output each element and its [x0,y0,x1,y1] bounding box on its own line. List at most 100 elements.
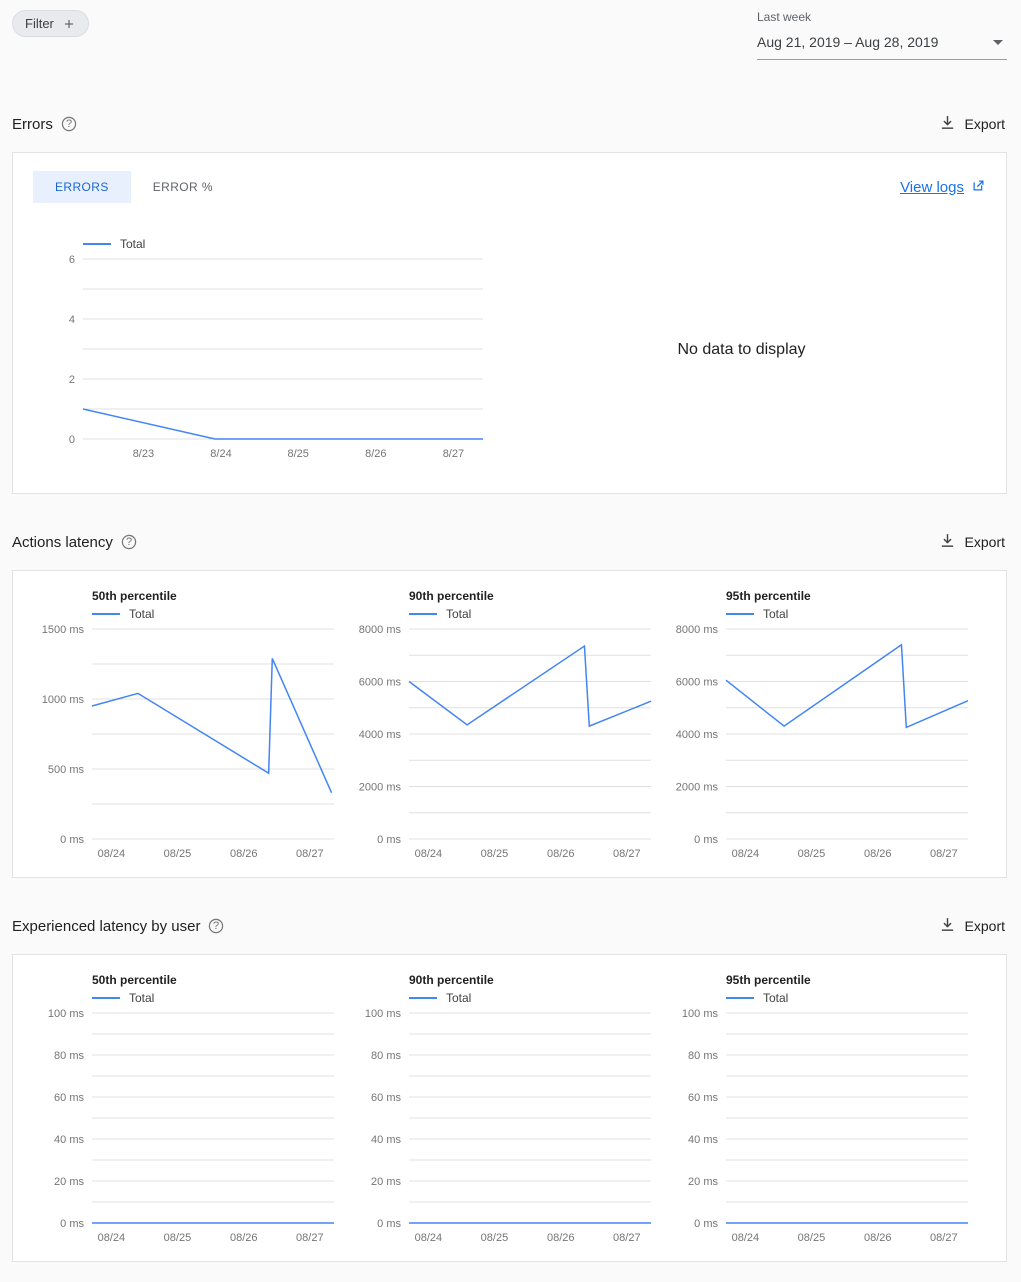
filter-chip[interactable]: Filter [12,10,89,37]
svg-text:6000 ms: 6000 ms [676,677,719,689]
external-link-icon [971,178,986,197]
svg-text:08/26: 08/26 [864,1232,892,1244]
svg-text:08/24: 08/24 [98,848,126,860]
view-logs-label: View logs [900,178,964,196]
download-icon [939,532,956,552]
svg-text:6: 6 [69,254,75,266]
date-range-value: Aug 21, 2019 – Aug 28, 2019 [757,34,939,50]
svg-text:0 ms: 0 ms [694,834,718,846]
legend-label: Total [129,607,155,621]
user-latency-charts: 50th percentile Total 0 ms 20 ms 40 ms 60 m… [37,973,982,1247]
actions-latency-p95-block: 95th percentile Total 0 ms 2000 ms 4000 ms… [671,589,982,863]
svg-text:0 ms: 0 ms [377,834,401,846]
chart-legend: Total [726,991,982,1005]
date-range-select[interactable]: Aug 21, 2019 – Aug 28, 2019 [757,34,1007,60]
svg-text:80 ms: 80 ms [688,1050,718,1062]
svg-text:1000 ms: 1000 ms [42,694,85,706]
export-label: Export [964,116,1005,132]
chart-legend: Total [92,607,348,621]
tab-errors[interactable]: ERRORS [33,171,131,203]
svg-text:08/25: 08/25 [481,848,509,860]
svg-text:8/24: 8/24 [210,448,231,460]
svg-text:08/25: 08/25 [798,848,826,860]
svg-text:40 ms: 40 ms [371,1134,401,1146]
export-label: Export [964,918,1005,934]
svg-text:08/27: 08/27 [930,848,958,860]
errors-chart: 0 2 4 6 8/23 8/24 8/25 8/26 8/27 [33,253,497,463]
chart-legend: Total [409,607,665,621]
date-range-picker: Last week Aug 21, 2019 – Aug 28, 2019 [757,10,1007,60]
svg-text:0 ms: 0 ms [60,1218,84,1230]
chart-title: 90th percentile [409,589,494,603]
svg-text:0 ms: 0 ms [694,1218,718,1230]
svg-text:?: ? [213,920,219,932]
download-icon [939,114,956,134]
plus-icon [62,17,76,31]
svg-text:4000 ms: 4000 ms [359,729,402,741]
legend-label: Total [763,607,789,621]
svg-text:40 ms: 40 ms [688,1134,718,1146]
svg-text:2000 ms: 2000 ms [676,782,719,794]
svg-text:6000 ms: 6000 ms [359,677,402,689]
legend-line-swatch [83,243,111,245]
actions-latency-help-icon[interactable]: ? [121,534,137,550]
svg-text:08/24: 08/24 [98,1232,126,1244]
svg-text:08/25: 08/25 [164,848,192,860]
svg-text:80 ms: 80 ms [54,1050,84,1062]
svg-text:08/27: 08/27 [930,1232,958,1244]
chart-title: 95th percentile [726,589,811,603]
svg-text:60 ms: 60 ms [371,1092,401,1104]
view-logs-link[interactable]: View logs [900,178,986,197]
chart-title: 50th percentile [92,973,177,987]
svg-text:08/24: 08/24 [415,848,443,860]
chart-title: 95th percentile [726,973,811,987]
topbar: Filter Last week Aug 21, 2019 – Aug 28, … [12,0,1007,60]
svg-text:40 ms: 40 ms [54,1134,84,1146]
errors-help-icon[interactable]: ? [61,116,77,132]
svg-text:20 ms: 20 ms [371,1176,401,1188]
actions-latency-section-header: Actions latency ? Export [12,528,1007,556]
svg-text:?: ? [66,118,72,130]
legend-line-swatch [409,997,437,999]
user-latency-p95-block: 95th percentile Total 0 ms 20 ms 40 ms 60 m… [671,973,982,1247]
errors-body: Total 0 2 4 6 8/23 8/24 8/25 8/26 8/27 No data t… [33,237,986,463]
svg-text:20 ms: 20 ms [688,1176,718,1188]
legend-label: Total [129,991,155,1005]
tab-error-percent[interactable]: ERROR % [152,180,213,194]
export-actions-latency-button[interactable]: Export [937,528,1007,556]
chart-title: 90th percentile [409,973,494,987]
errors-tab-row: ERRORS ERROR % View logs [33,171,986,203]
export-user-latency-button[interactable]: Export [937,912,1007,940]
chart-title: 50th percentile [92,589,177,603]
svg-text:0 ms: 0 ms [60,834,84,846]
svg-text:100 ms: 100 ms [682,1008,719,1020]
filter-chip-label: Filter [25,16,54,31]
chart-legend: Total [726,607,982,621]
export-errors-button[interactable]: Export [937,110,1007,138]
svg-text:08/26: 08/26 [864,848,892,860]
actions-latency-p95-chart: 0 ms 2000 ms 4000 ms 6000 ms 8000 ms 08/24 08/… [671,623,982,863]
legend-label: Total [446,607,472,621]
svg-text:08/26: 08/26 [547,848,575,860]
svg-text:2000 ms: 2000 ms [359,782,402,794]
user-latency-help-icon[interactable]: ? [208,918,224,934]
svg-text:80 ms: 80 ms [371,1050,401,1062]
svg-text:08/27: 08/27 [613,1232,641,1244]
user-latency-section-title: Experienced latency by user [12,917,201,935]
errors-chart-block: Total 0 2 4 6 8/23 8/24 8/25 8/26 8/27 [33,237,497,463]
svg-text:08/24: 08/24 [732,848,760,860]
svg-text:4: 4 [69,314,75,326]
svg-text:2: 2 [69,374,75,386]
svg-text:8/27: 8/27 [443,448,464,460]
svg-text:?: ? [126,536,132,548]
svg-text:08/24: 08/24 [732,1232,760,1244]
legend-line-swatch [726,613,754,615]
actions-latency-charts: 50th percentile Total 0 ms 500 ms 1000 ms 1… [37,589,982,863]
user-latency-p50-block: 50th percentile Total 0 ms 20 ms 40 ms 60 m… [37,973,348,1247]
svg-text:08/25: 08/25 [481,1232,509,1244]
errors-section-header: Errors ? Export [12,110,1007,138]
svg-text:1500 ms: 1500 ms [42,624,85,636]
errors-section-title: Errors [12,115,53,133]
svg-text:08/26: 08/26 [230,1232,258,1244]
